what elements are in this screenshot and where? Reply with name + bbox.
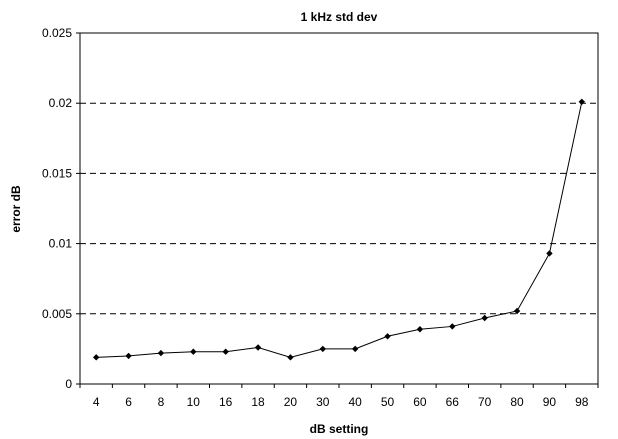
series-line bbox=[96, 101, 583, 358]
x-tick-label: 4 bbox=[93, 395, 100, 409]
x-axis-label: dB setting bbox=[310, 422, 369, 436]
y-tick-label: 0.02 bbox=[49, 96, 73, 110]
data-point bbox=[546, 250, 553, 257]
x-tick-label: 10 bbox=[187, 395, 201, 409]
data-point bbox=[287, 354, 294, 361]
y-tick-label: 0.005 bbox=[42, 307, 72, 321]
data-point bbox=[157, 349, 165, 357]
data-point bbox=[222, 348, 229, 355]
x-tick-label: 66 bbox=[446, 395, 460, 409]
x-tick-label: 6 bbox=[125, 395, 132, 409]
x-tick-label: 98 bbox=[575, 395, 589, 409]
x-tick-label: 16 bbox=[219, 395, 233, 409]
series-line-group bbox=[92, 98, 586, 361]
data-point bbox=[125, 352, 132, 360]
chart-title: 1 kHz std dev bbox=[301, 10, 378, 24]
data-point bbox=[513, 307, 521, 315]
data-point bbox=[449, 323, 456, 330]
y-tick-label: 0 bbox=[65, 377, 72, 391]
gridlines bbox=[80, 32, 598, 315]
y-axis-label: error dB bbox=[9, 185, 23, 233]
data-point bbox=[351, 345, 359, 353]
x-axis: 4 6 8 10 16 18 20 30 40 50 60 66 70 80 90 98 bbox=[79, 384, 599, 409]
x-tick-label: 80 bbox=[510, 395, 524, 409]
data-point bbox=[578, 98, 586, 105]
data-point bbox=[384, 333, 391, 340]
y-tick-label: 0.01 bbox=[49, 237, 73, 251]
x-tick-label: 40 bbox=[349, 395, 363, 409]
data-point bbox=[254, 344, 262, 351]
data-point bbox=[416, 326, 424, 333]
y-tick-label: 0.015 bbox=[42, 166, 72, 180]
y-axis: 0 0.005 0.01 0.015 0.02 0.025 bbox=[42, 26, 80, 391]
x-tick-label: 90 bbox=[543, 395, 557, 409]
y-tick-label: 0.025 bbox=[42, 26, 72, 40]
data-point bbox=[481, 314, 488, 322]
x-tick-label: 20 bbox=[284, 395, 298, 409]
x-tick-label: 18 bbox=[251, 395, 265, 409]
x-tick-label: 50 bbox=[381, 395, 395, 409]
x-tick-label: 70 bbox=[478, 395, 492, 409]
x-tick-label: 30 bbox=[316, 395, 330, 409]
plot-area-frame bbox=[79, 32, 599, 385]
x-tick-label: 60 bbox=[413, 395, 427, 409]
data-point bbox=[319, 345, 327, 353]
data-point bbox=[92, 354, 100, 361]
data-point bbox=[190, 348, 197, 355]
x-tick-label: 8 bbox=[158, 395, 165, 409]
